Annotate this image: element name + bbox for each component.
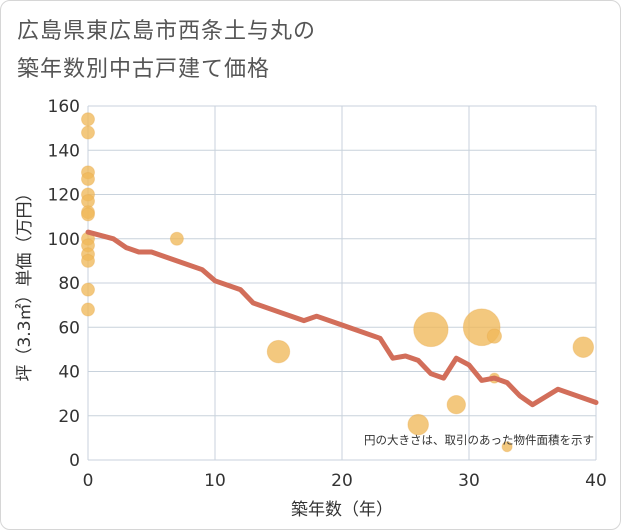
y-tick-label-40: 40 <box>58 363 80 383</box>
y-axis-label: 坪（3.3㎡）単価（万円） <box>15 184 35 381</box>
data-point-13 <box>81 302 95 317</box>
data-point-18 <box>446 394 466 415</box>
chart-title: 広島県東広島市西条土与丸の 築年数別中古戸建て価格 <box>17 13 316 89</box>
data-point-7 <box>81 207 95 222</box>
y-axis-ticks: 0 20 40 60 80 100 120 140 160 <box>48 97 80 471</box>
data-point-3 <box>81 172 95 187</box>
x-axis-ticks: 0 10 20 30 40 <box>83 471 607 491</box>
bubble-size-note: 円の大きさは、取引のあった物件面積を示す <box>364 433 594 447</box>
data-point-17 <box>413 311 449 348</box>
y-tick-label-60: 60 <box>58 318 80 338</box>
y-tick-label-100: 100 <box>48 230 80 250</box>
x-tick-label-0: 0 <box>83 471 94 491</box>
data-points <box>81 112 595 453</box>
data-point-16 <box>407 413 429 436</box>
y-tick-label-160: 160 <box>48 97 80 117</box>
x-tick-label-40: 40 <box>585 471 607 491</box>
trend-line <box>85 229 599 408</box>
x-axis-label: 築年数（年） <box>291 500 393 520</box>
data-point-14 <box>169 231 184 246</box>
data-point-22 <box>501 441 513 453</box>
x-tick-label-10: 10 <box>204 471 226 491</box>
chart-title-line-2: 築年数別中古戸建て価格 <box>17 57 271 82</box>
y-tick-label-140: 140 <box>48 141 80 161</box>
data-point-12 <box>81 282 95 297</box>
data-point-1 <box>81 125 95 140</box>
x-tick-label-30: 30 <box>458 471 480 491</box>
y-tick-label-80: 80 <box>58 274 80 294</box>
data-point-11 <box>81 253 95 268</box>
y-tick-label-120: 120 <box>48 186 80 206</box>
x-tick-label-20: 20 <box>331 471 353 491</box>
y-tick-label-0: 0 <box>69 451 80 471</box>
y-tick-label-20: 20 <box>58 407 80 427</box>
data-point-0 <box>81 112 95 127</box>
grid-lines <box>87 105 597 461</box>
data-point-15 <box>266 339 291 364</box>
data-point-23 <box>572 336 595 358</box>
data-point-20 <box>486 328 503 344</box>
chart-title-line-1: 広島県東広島市西条土与丸の <box>17 19 317 44</box>
